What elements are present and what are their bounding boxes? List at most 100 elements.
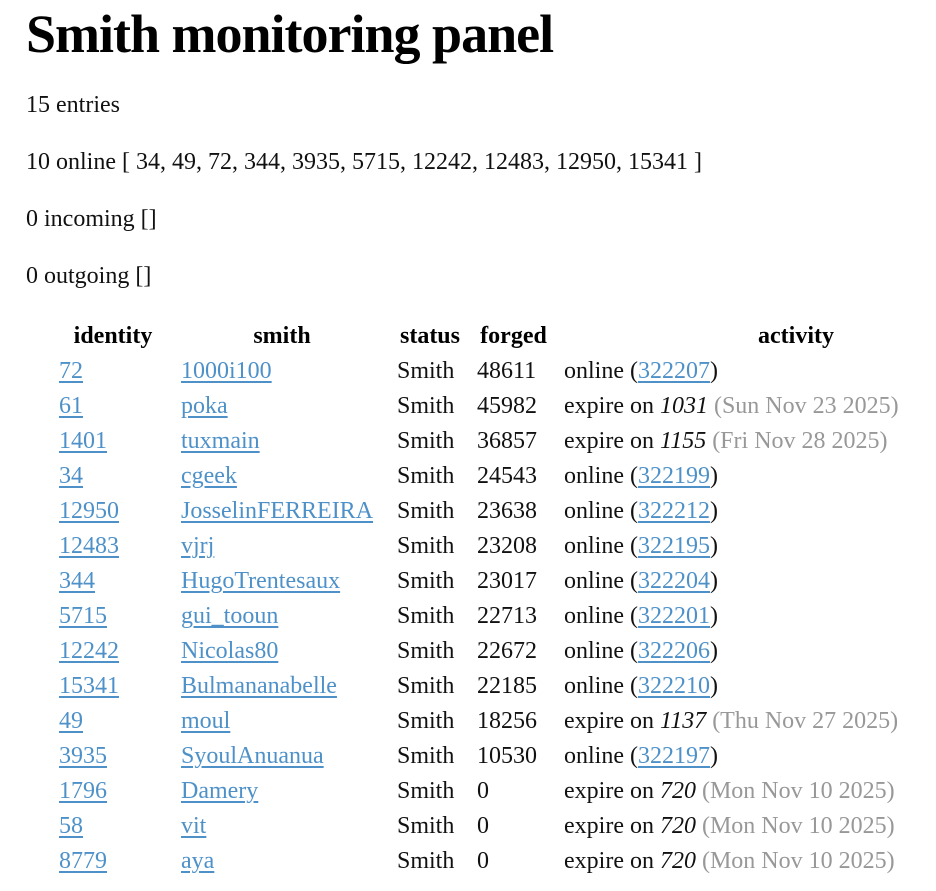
smith-name-link[interactable]: JosselinFERREIRA: [181, 498, 374, 524]
identity-link[interactable]: 72: [59, 358, 83, 384]
smith-name-link[interactable]: cgeek: [181, 463, 237, 489]
smith-name-link[interactable]: SyoulAnuanua: [181, 743, 324, 769]
activity-block-link[interactable]: 322207: [637, 358, 710, 384]
activity-text: ): [709, 743, 718, 769]
entries-count: 15 entries: [26, 92, 120, 118]
activity-block-link[interactable]: 322204: [637, 568, 710, 594]
activity-expire-number: 720: [659, 813, 696, 839]
activity-text: online (: [564, 603, 638, 629]
activity-text: expire on: [564, 428, 660, 454]
forged-cell: 48611: [477, 358, 537, 384]
table-row: 1401 tuxmain Smith 36857 expire on 1155 …: [52, 424, 936, 459]
status-cell: Smith: [397, 813, 455, 839]
activity-text: online (: [564, 743, 638, 769]
identity-link[interactable]: 3935: [59, 743, 107, 769]
forged-cell: 23638: [477, 498, 537, 524]
identity-link[interactable]: 58: [59, 813, 83, 839]
table-row: 5715 gui_tooun Smith 22713 online (32220…: [52, 599, 936, 634]
activity-text: ): [709, 568, 718, 594]
smith-name-link[interactable]: vit: [181, 813, 207, 839]
activity-cell: expire on 1031 (Sun Nov 23 2025): [557, 389, 936, 424]
identity-link[interactable]: 12950: [59, 498, 119, 524]
activity-expire-number: 1031: [659, 393, 708, 419]
status-cell: Smith: [397, 778, 455, 804]
smith-name-link[interactable]: Damery: [181, 778, 259, 804]
status-cell: Smith: [397, 848, 455, 874]
forged-cell: 18256: [477, 708, 537, 734]
table-row: 72 1000i100 Smith 48611 online (322207): [52, 354, 936, 389]
table-row: 1796 Damery Smith 0 expire on 720 (Mon N…: [52, 774, 936, 809]
forged-cell: 22672: [477, 638, 537, 664]
col-header-activity: activity: [758, 323, 834, 349]
identity-link[interactable]: 61: [59, 393, 83, 419]
activity-block-link[interactable]: 322206: [637, 638, 710, 664]
activity-text: ): [709, 498, 718, 524]
forged-cell: 10530: [477, 743, 537, 769]
activity-cell: online (322212): [557, 494, 936, 529]
identity-link[interactable]: 8779: [59, 848, 107, 874]
smith-name-link[interactable]: vjrj: [181, 533, 215, 559]
identity-link[interactable]: 344: [59, 568, 95, 594]
table-header-row: identity smith status forged activity: [52, 319, 936, 354]
table-row: 12950 JosselinFERREIRA Smith 23638 onlin…: [52, 494, 936, 529]
activity-expire-number: 720: [659, 778, 696, 804]
activity-expire-number: 1155: [659, 428, 707, 454]
table-row: 58 vit Smith 0 expire on 720 (Mon Nov 10…: [52, 809, 936, 844]
smith-name-link[interactable]: gui_tooun: [181, 603, 279, 629]
smith-name-link[interactable]: moul: [181, 708, 231, 734]
activity-block-link[interactable]: 322210: [637, 673, 710, 699]
activity-block-link[interactable]: 322201: [637, 603, 710, 629]
table-row: 12242 Nicolas80 Smith 22672 online (3222…: [52, 634, 936, 669]
identity-link[interactable]: 1401: [59, 428, 107, 454]
forged-cell: 0: [477, 813, 489, 839]
smith-name-link[interactable]: Nicolas80: [181, 638, 279, 664]
activity-text: expire on: [564, 393, 660, 419]
activity-text: ): [709, 358, 718, 384]
identity-link[interactable]: 34: [59, 463, 83, 489]
activity-text: online (: [564, 498, 638, 524]
smith-name-link[interactable]: Bulmananabelle: [181, 673, 337, 699]
activity-expire-number: 720: [659, 848, 696, 874]
activity-block-link[interactable]: 322199: [637, 463, 710, 489]
activity-block-link[interactable]: 322197: [637, 743, 710, 769]
activity-text: ): [709, 603, 718, 629]
table-row: 15341 Bulmananabelle Smith 22185 online …: [52, 669, 936, 704]
table-row: 49 moul Smith 18256 expire on 1137 (Thu …: [52, 704, 936, 739]
activity-cell: expire on 720 (Mon Nov 10 2025): [557, 809, 936, 844]
col-header-status: status: [399, 323, 460, 349]
activity-cell: online (322206): [557, 634, 936, 669]
smith-name-link[interactable]: tuxmain: [181, 428, 260, 454]
activity-cell: online (322195): [557, 529, 936, 564]
activity-cell: online (322201): [557, 599, 936, 634]
identity-link[interactable]: 12242: [59, 638, 119, 664]
activity-cell: expire on 1155 (Fri Nov 28 2025): [557, 424, 936, 459]
activity-text: online (: [564, 568, 638, 594]
identity-link[interactable]: 5715: [59, 603, 107, 629]
outgoing-summary: 0 outgoing []: [26, 263, 152, 289]
activity-cell: online (322207): [557, 354, 936, 389]
activity-block-link[interactable]: 322195: [637, 533, 710, 559]
smith-name-link[interactable]: poka: [181, 393, 228, 419]
smith-table: identity smith status forged activity 72…: [52, 319, 936, 879]
forged-cell: 23208: [477, 533, 537, 559]
smith-name-link[interactable]: aya: [181, 848, 215, 874]
forged-cell: 0: [477, 848, 489, 874]
smith-name-link[interactable]: HugoTrentesaux: [181, 568, 341, 594]
activity-text: expire on: [564, 778, 660, 804]
activity-date: (Sun Nov 23 2025): [707, 393, 899, 419]
identity-link[interactable]: 49: [59, 708, 83, 734]
identity-link[interactable]: 12483: [59, 533, 119, 559]
table-row: 344 HugoTrentesaux Smith 23017 online (3…: [52, 564, 936, 599]
identity-link[interactable]: 1796: [59, 778, 107, 804]
activity-date: (Thu Nov 27 2025): [706, 708, 899, 734]
activity-block-link[interactable]: 322212: [637, 498, 710, 524]
status-cell: Smith: [397, 603, 455, 629]
activity-cell: expire on 720 (Mon Nov 10 2025): [557, 774, 936, 809]
status-cell: Smith: [397, 463, 455, 489]
status-cell: Smith: [397, 358, 455, 384]
smith-name-link[interactable]: 1000i100: [181, 358, 272, 384]
forged-cell: 23017: [477, 568, 537, 594]
forged-cell: 45982: [477, 393, 537, 419]
activity-expire-number: 1137: [659, 708, 707, 734]
identity-link[interactable]: 15341: [59, 673, 119, 699]
